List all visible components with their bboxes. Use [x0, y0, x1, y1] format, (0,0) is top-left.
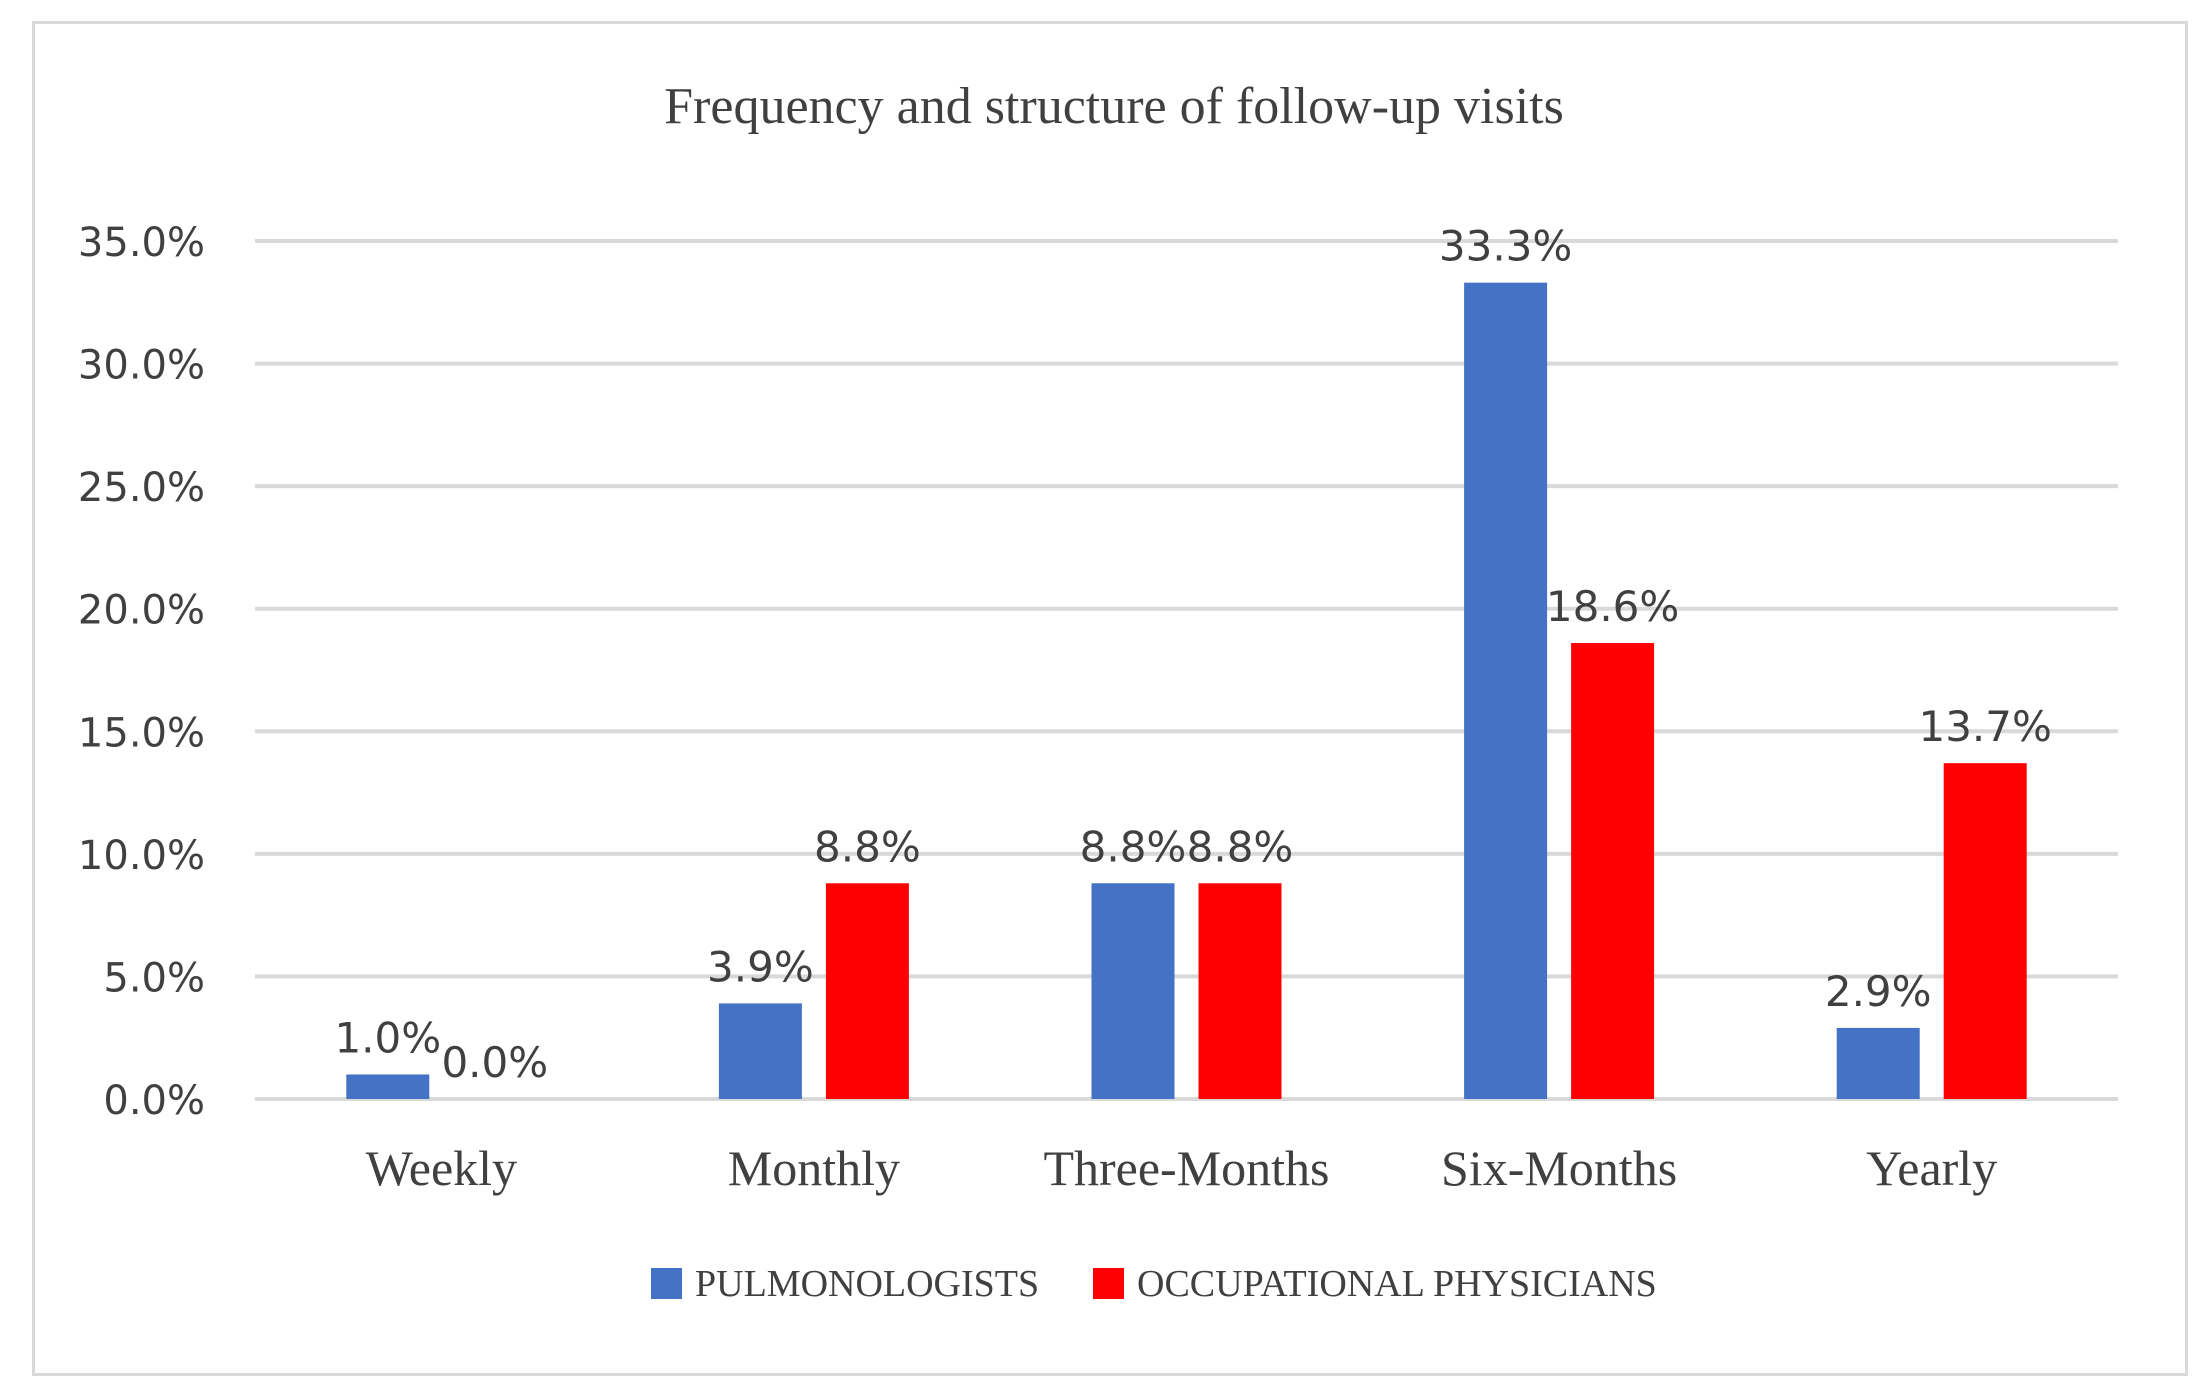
y-tick-label: 30.0% — [78, 343, 205, 389]
bar-pulmonologists-monthly — [718, 1003, 802, 1099]
x-tick-label: Weekly — [366, 1140, 517, 1196]
data-labels: 1.0%3.9%8.8%33.3%2.9%0.0%8.8% 8.8%18.6%13… — [334, 222, 2051, 1087]
data-label: 8.8% — [814, 822, 921, 871]
bar-occupational-physicians-three-months — [1198, 883, 1282, 1099]
bar-occupational-physicians-monthly — [825, 883, 909, 1099]
bar-pulmonologists-six-months — [1464, 282, 1548, 1099]
data-label: 33.3% — [1439, 222, 1572, 271]
y-axis-tick-labels: 0.0% 5.0% 10.0% 15.0% 20.0% 25.0% 30.0% 35.0% — [78, 220, 205, 1124]
bars — [346, 282, 2027, 1099]
legend-swatch-occupational-physicians — [1093, 1268, 1124, 1299]
data-label: 13.7% — [1918, 702, 2051, 751]
x-tick-label: Monthly — [728, 1140, 900, 1196]
y-tick-label: 15.0% — [78, 710, 205, 756]
chart-title: Frequency and structure of follow-up vis… — [664, 78, 1564, 135]
bar-occupational-physicians-six-months — [1571, 643, 1655, 1099]
data-label: 2.9% — [1825, 967, 1932, 1016]
data-label: 8.8% — [1080, 822, 1187, 871]
y-tick-label: 25.0% — [78, 465, 205, 511]
y-tick-label: 35.0% — [78, 220, 205, 266]
gridlines — [255, 239, 2118, 1101]
data-label: 3.9% — [707, 942, 814, 991]
legend: PULMONOLOGISTS OCCUPATIONAL PHYSICIANS — [651, 1263, 1657, 1305]
data-label: 1.0% — [334, 1013, 441, 1062]
x-tick-label: Three-Months — [1043, 1140, 1329, 1196]
data-label: 0.0% — [441, 1038, 548, 1087]
chart-frame — [32, 21, 2188, 1376]
legend-label: PULMONOLOGISTS — [695, 1263, 1039, 1305]
y-tick-label: 10.0% — [78, 833, 205, 879]
x-tick-label: Six-Months — [1441, 1140, 1677, 1196]
x-axis-tick-labels: Weekly Monthly Three-Months Six-Months Yearl… — [366, 1140, 1998, 1196]
y-tick-label: 0.0% — [103, 1078, 205, 1124]
y-tick-label: 5.0% — [103, 955, 205, 1001]
bar-occupational-physicians-yearly — [1943, 763, 2027, 1099]
x-tick-label: Yearly — [1866, 1140, 1997, 1196]
y-tick-label: 20.0% — [78, 588, 205, 634]
legend-label: OCCUPATIONAL PHYSICIANS — [1137, 1263, 1657, 1305]
bar-pulmonologists-weekly — [346, 1074, 430, 1099]
data-label: 18.6% — [1546, 582, 1679, 631]
bar-pulmonologists-three-months — [1091, 883, 1175, 1099]
legend-swatch-pulmonologists — [651, 1268, 682, 1299]
bar-pulmonologists-yearly — [1836, 1027, 1920, 1099]
data-label: 8.8% — [1187, 822, 1294, 871]
